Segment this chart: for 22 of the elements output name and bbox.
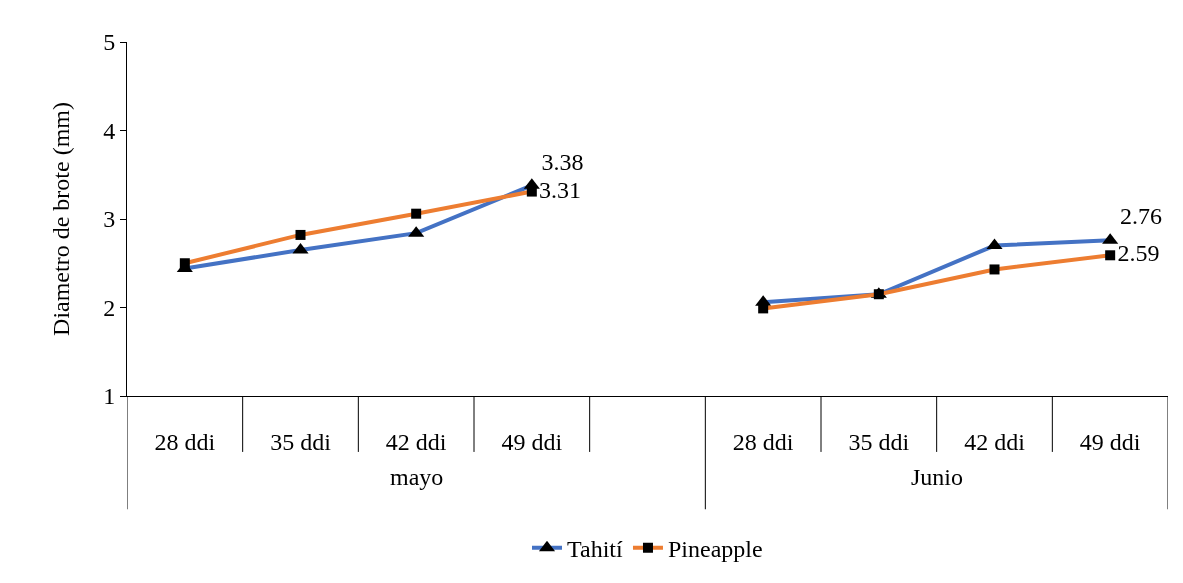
- data-label: 2.59: [1117, 240, 1160, 267]
- legend-label: Tahití: [567, 536, 623, 563]
- legend-label: Pineapple: [667, 536, 763, 563]
- y-tick-label: 2: [103, 294, 116, 321]
- x-tick-label: 28 ddi: [732, 428, 794, 455]
- x-tick-label: 49 ddi: [1079, 428, 1141, 455]
- x-tick-label: 49 ddi: [501, 428, 563, 455]
- y-tick-label: 4: [103, 117, 116, 144]
- data-label: 3.31: [539, 176, 582, 203]
- data-label: 3.38: [541, 148, 584, 175]
- x-tick-label: 35 ddi: [848, 428, 910, 455]
- y-tick-label: 1: [103, 383, 116, 410]
- x-tick-label: 35 ddi: [270, 428, 332, 455]
- x-tick-label: 42 ddi: [964, 428, 1026, 455]
- text: Junio: [911, 464, 964, 490]
- x-tick-label: 42 ddi: [385, 428, 447, 455]
- x-tick-label: 28 ddi: [154, 428, 216, 455]
- y-axis-title: Diametro de brote (mm): [48, 102, 74, 336]
- y-tick-label: 3: [103, 206, 116, 233]
- y-tick-label: 5: [103, 29, 116, 56]
- data-label: 2.76: [1119, 203, 1162, 230]
- text: mayo: [390, 464, 444, 490]
